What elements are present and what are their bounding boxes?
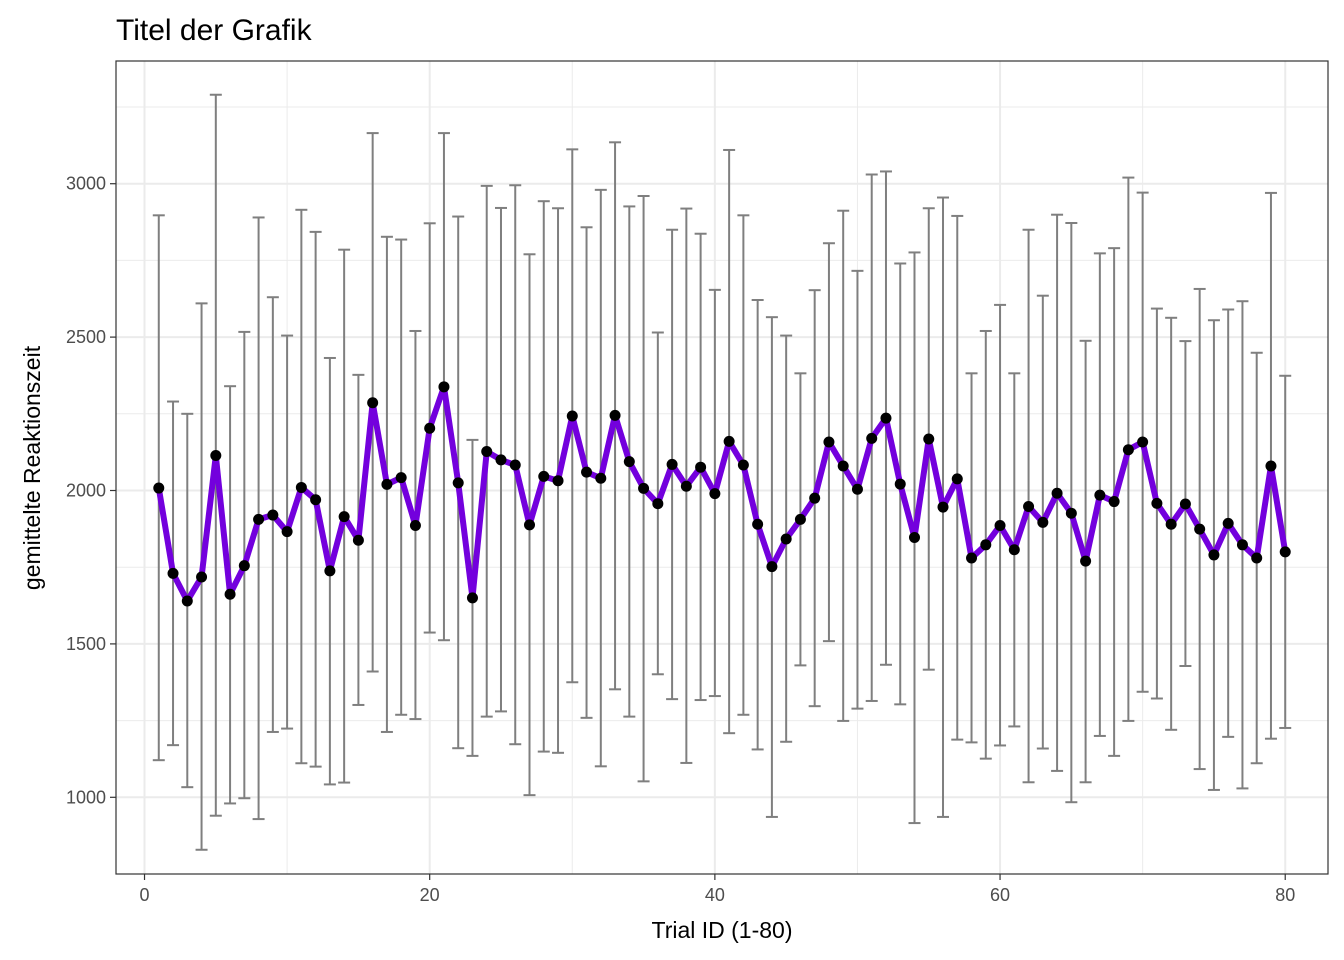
data-point [1023, 500, 1035, 512]
data-point [310, 494, 322, 506]
data-point [1080, 555, 1092, 567]
data-point [1265, 460, 1277, 472]
data-point [923, 433, 935, 445]
data-point [238, 560, 250, 572]
data-point [1108, 496, 1120, 508]
data-point [295, 481, 307, 493]
data-point [552, 475, 564, 487]
data-point [338, 511, 350, 523]
data-point [652, 498, 664, 510]
data-point [395, 472, 407, 484]
data-point [666, 458, 678, 470]
data-point [409, 519, 421, 531]
panel-border [115, 60, 1329, 875]
data-point [466, 592, 478, 604]
data-point [723, 435, 735, 447]
data-point [538, 470, 550, 482]
x-tick-label: 0 [140, 885, 150, 905]
data-point [1094, 489, 1106, 501]
data-point [367, 397, 379, 409]
y-axis: 1000 1500 2000 2500 3000 [66, 174, 116, 807]
data-point [638, 482, 650, 494]
data-points [153, 381, 1291, 607]
data-point [980, 539, 992, 551]
data-point [196, 571, 208, 583]
data-point [1222, 517, 1234, 529]
data-point [866, 432, 878, 444]
data-point [1037, 516, 1049, 528]
data-point [281, 526, 293, 538]
data-point [1236, 539, 1248, 551]
data-point [737, 459, 749, 471]
data-point [1279, 546, 1291, 558]
x-axis: 0 20 40 60 80 [140, 874, 1295, 905]
data-point [880, 412, 892, 424]
x-axis-title: Trial ID (1-80) [652, 917, 793, 943]
data-point [680, 480, 692, 492]
x-tick-label: 20 [420, 885, 440, 905]
data-point [837, 460, 849, 472]
data-point [167, 567, 179, 579]
data-point [324, 565, 336, 577]
data-point [581, 466, 593, 478]
data-point [352, 534, 364, 546]
data-point [253, 513, 265, 525]
data-point [908, 531, 920, 543]
data-point [1151, 497, 1163, 509]
data-point [566, 410, 578, 422]
data-point [966, 552, 978, 564]
data-point [1065, 507, 1077, 519]
data-point [994, 519, 1006, 531]
data-point [794, 513, 806, 525]
data-point [951, 473, 963, 485]
panel-border-rect [115, 60, 1329, 875]
data-point [381, 478, 393, 490]
y-tick-label: 1000 [66, 787, 106, 807]
data-point [695, 461, 707, 473]
data-point [267, 509, 279, 521]
data-point [1122, 444, 1134, 456]
x-tick-label: 60 [990, 885, 1010, 905]
data-point [809, 492, 821, 504]
data-point [224, 588, 236, 600]
data-point [1137, 436, 1149, 448]
data-point [181, 595, 193, 607]
data-point [851, 483, 863, 495]
data-point [1208, 549, 1220, 561]
data-point [1165, 518, 1177, 530]
data-point [1179, 498, 1191, 510]
data-point [1051, 487, 1063, 499]
y-axis-title: gemittelte Reaktionszeit [19, 345, 45, 590]
data-point [424, 422, 436, 434]
data-point [780, 533, 792, 545]
y-tick-label: 2000 [66, 481, 106, 501]
data-point [595, 472, 607, 484]
data-point [766, 561, 778, 573]
data-point [752, 518, 764, 530]
data-point [438, 381, 450, 393]
x-tick-label: 40 [705, 885, 725, 905]
data-point [709, 488, 721, 500]
data-point [481, 446, 493, 458]
y-tick-label: 2500 [66, 327, 106, 347]
data-point [495, 454, 507, 466]
data-point [894, 478, 906, 490]
y-tick-label: 3000 [66, 174, 106, 194]
data-point [1194, 523, 1206, 535]
data-point [823, 436, 835, 448]
data-point [524, 519, 536, 531]
y-tick-label: 1500 [66, 634, 106, 654]
data-point [1251, 552, 1263, 564]
data-point [509, 459, 521, 471]
data-point [609, 409, 621, 421]
x-tick-label: 80 [1275, 885, 1295, 905]
data-point [210, 450, 222, 462]
chart-title: Titel der Grafik [116, 14, 313, 47]
data-point [623, 456, 635, 468]
data-point [452, 477, 464, 489]
data-point [937, 501, 949, 513]
data-point [1008, 544, 1020, 556]
data-point [153, 482, 165, 494]
